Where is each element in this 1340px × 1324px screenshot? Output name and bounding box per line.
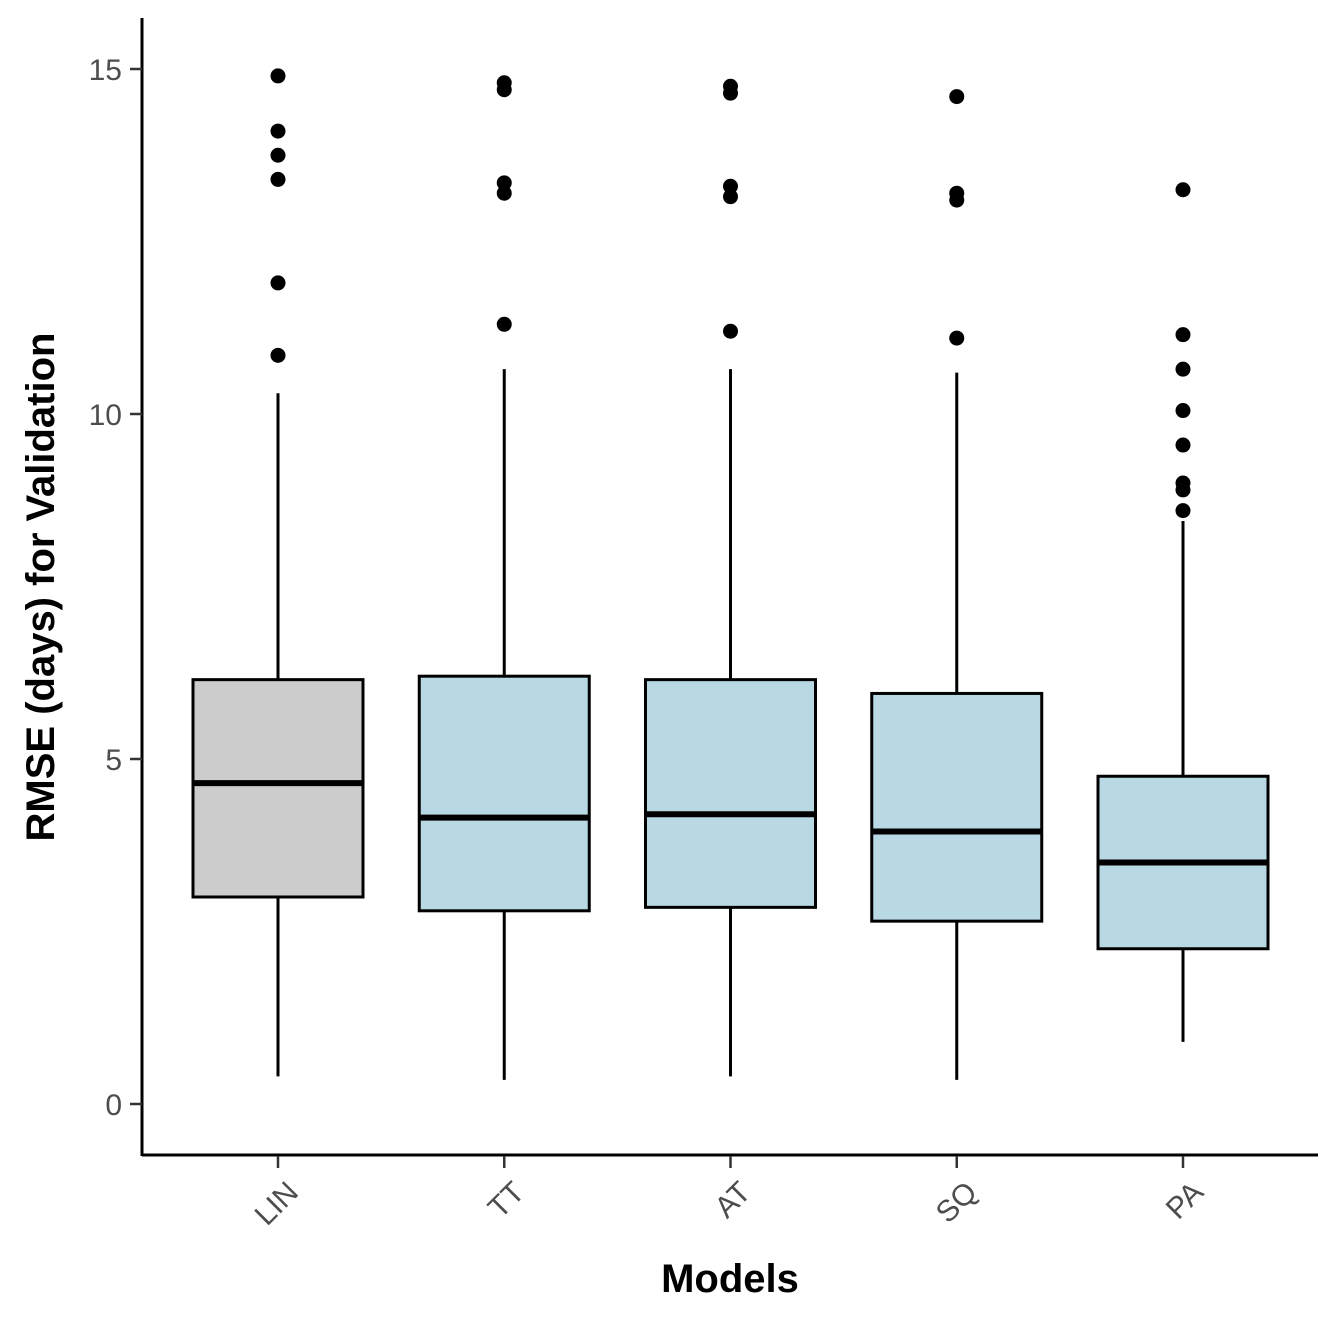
outlier-point xyxy=(496,316,512,332)
y-axis-title: RMSE (days) for Validation xyxy=(19,333,63,842)
outlier-point xyxy=(949,89,965,105)
box-iqr xyxy=(644,678,817,909)
outlier-point xyxy=(496,175,512,191)
box-group-tt xyxy=(417,75,591,1080)
y-tick-label: 10 xyxy=(89,399,122,432)
plot-area xyxy=(191,68,1270,1080)
outlier-point xyxy=(949,330,965,346)
outlier-point xyxy=(1175,361,1191,377)
box-group-at xyxy=(644,78,817,1077)
outlier-point xyxy=(496,185,512,201)
outlier-point xyxy=(723,178,738,194)
box-group-sq xyxy=(870,89,1044,1080)
y-axis-ticks: 0 5 10 15 xyxy=(89,54,142,1122)
x-tick-label: TT xyxy=(482,1176,531,1225)
y-tick-label: 5 xyxy=(105,744,122,777)
outlier-point xyxy=(723,189,738,205)
y-tick-label: 0 xyxy=(105,1089,122,1122)
x-tick-label: AT xyxy=(709,1176,758,1225)
box-group-lin xyxy=(191,68,365,1077)
outlier-point xyxy=(723,78,738,94)
x-axis-title: Models xyxy=(661,1257,799,1301)
outlier-point xyxy=(1175,437,1191,453)
x-tick-label: PA xyxy=(1160,1176,1210,1226)
outlier-point xyxy=(496,75,512,91)
outlier-point xyxy=(270,171,286,187)
y-tick-label: 15 xyxy=(89,54,122,87)
outlier-point xyxy=(1175,475,1191,491)
x-axis-ticks: LIN TT AT SQ PA xyxy=(249,1156,1210,1232)
outlier-point xyxy=(1175,327,1191,343)
x-tick-label: SQ xyxy=(930,1176,984,1230)
outlier-point xyxy=(270,347,286,363)
outlier-point xyxy=(270,275,286,291)
outlier-point xyxy=(270,147,286,163)
box-iqr xyxy=(191,678,365,899)
outlier-point xyxy=(270,123,286,139)
outlier-point xyxy=(1175,503,1191,519)
box-group-pa xyxy=(1096,182,1270,1042)
outlier-point xyxy=(1175,403,1191,419)
box-iqr xyxy=(417,674,591,913)
box-iqr xyxy=(870,691,1044,923)
outlier-point xyxy=(723,323,738,339)
outlier-point xyxy=(270,68,286,84)
x-tick-label: LIN xyxy=(249,1176,305,1232)
outlier-point xyxy=(949,185,965,201)
outlier-point xyxy=(1175,182,1191,198)
